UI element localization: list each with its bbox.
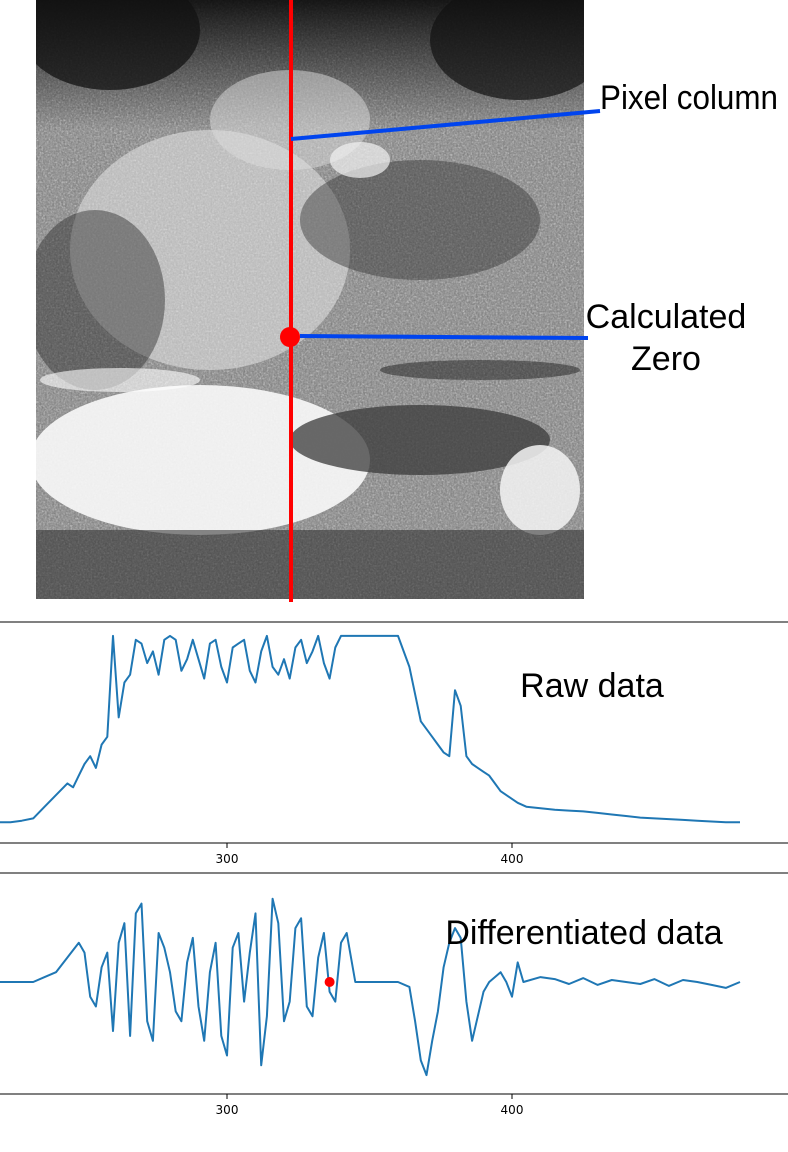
raw-x-tick-label-300: 300: [216, 852, 239, 866]
raw-x-tick-label-400: 400: [501, 852, 524, 866]
differentiated-data-chart: 300 400 Differentiated data: [0, 872, 788, 1117]
diff-x-tick-label-400: 400: [501, 1103, 524, 1117]
calculated-zero-label-line2: Zero: [631, 340, 701, 378]
pixel-column-pointer: [290, 109, 601, 141]
calculated-zero-marker: [280, 327, 300, 347]
diff-x-tick-label-300: 300: [216, 1103, 239, 1117]
grayscale-image: [36, 0, 584, 599]
raw-data-series-line: [0, 634, 740, 824]
raw-data-label: Raw data: [520, 667, 664, 705]
calculated-zero-label-line1: Calculated: [586, 298, 747, 336]
raw-data-chart: 300 400 Raw data: [0, 621, 788, 866]
differentiated-data-series-line: [0, 897, 741, 1077]
pixel-column-label: Pixel column: [600, 79, 778, 117]
calculated-zero-pointer: [299, 334, 589, 340]
differentiated-data-label: Differentiated data: [445, 914, 722, 952]
zero-crossing-marker: [324, 977, 335, 987]
